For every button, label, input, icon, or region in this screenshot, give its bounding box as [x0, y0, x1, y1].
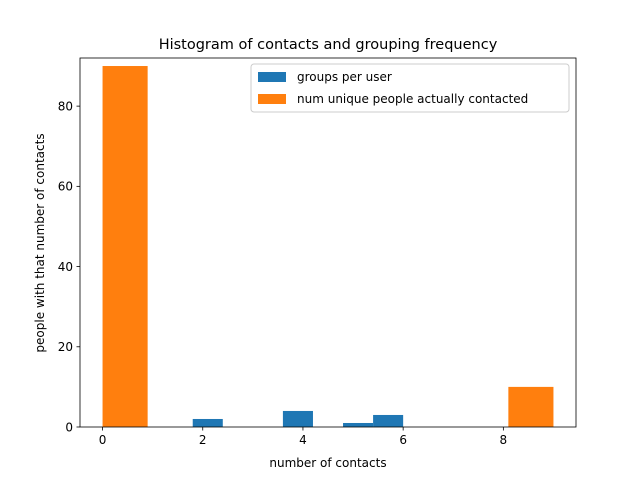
bar-series-0-1: [282, 410, 313, 427]
y-tick-label: 20: [58, 340, 73, 354]
chart-title: Histogram of contacts and grouping frequ…: [159, 37, 498, 53]
x-tick-label: 4: [299, 433, 307, 447]
x-tick-label: 6: [399, 433, 407, 447]
bar-series-0-0: [192, 418, 223, 427]
x-tick-label: 8: [500, 433, 508, 447]
legend-label-1: num unique people actually contacted: [297, 92, 528, 106]
y-axis-label: people with that number of contacts: [33, 133, 47, 352]
legend-swatch-1: [258, 94, 286, 104]
bars-layer: [102, 66, 554, 428]
y-tick-label: 0: [65, 420, 73, 434]
x-tick-label: 0: [99, 433, 107, 447]
y-tick-label: 60: [58, 180, 73, 194]
y-tick-label: 80: [58, 99, 73, 113]
x-axis-label: number of contacts: [269, 456, 386, 470]
bar-series-1-0: [102, 66, 148, 428]
legend-label-0: groups per user: [297, 70, 392, 84]
bar-series-0-2: [343, 422, 374, 427]
bar-series-0-3: [373, 414, 404, 427]
legend-swatch-0: [258, 72, 286, 82]
y-axis-ticks: 0 20 40 60 80: [58, 99, 80, 434]
plot-frame: [79, 57, 577, 428]
y-tick-label: 40: [58, 260, 73, 274]
legend: groups per user num unique people actuall…: [250, 63, 570, 113]
legend-box: [250, 63, 570, 113]
bar-series-1-1: [508, 386, 554, 427]
x-tick-label: 2: [199, 433, 207, 447]
x-axis-ticks: 0 2 4 6 8: [99, 427, 507, 447]
